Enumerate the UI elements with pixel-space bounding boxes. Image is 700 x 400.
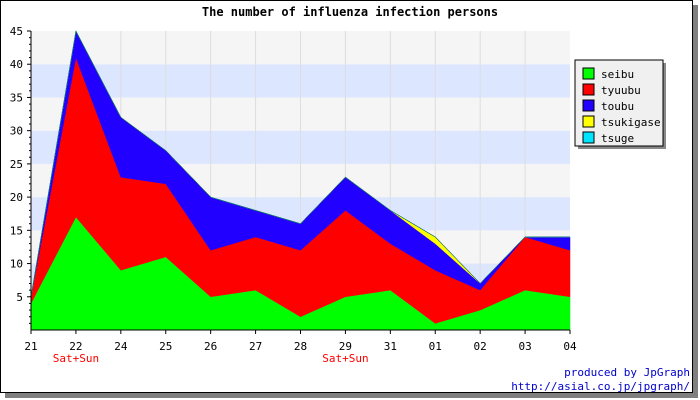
legend-label-toubu: toubu [601,100,634,113]
plot-areas [30,30,571,331]
legend-swatch-seibu [582,67,595,80]
y-tick-label: 10 [10,258,23,271]
x-tick-label: 28 [294,340,307,353]
x-tick-label: 03 [518,340,531,353]
legend-swatch-tyuubu [582,83,595,96]
x-tick-label: 02 [474,340,487,353]
y-tick-label: 15 [10,224,23,237]
legend-label-tsukigase: tsukigase [601,116,661,129]
x-tick-label: 31 [384,340,397,353]
x-tick-label: 01 [429,340,442,353]
x-tick-label: 27 [249,340,262,353]
y-tick-label: 20 [10,191,23,204]
credit-line-2: http://asial.co.jp/jpgraph/ [511,380,690,393]
y-tick-label: 5 [16,291,23,304]
chart-title: The number of influenza infection person… [202,5,498,19]
x-tick-label: 22 [69,340,82,353]
x-tick-label: 26 [204,340,217,353]
legend-swatch-tsukigase [582,115,595,128]
y-tick-label: 25 [10,158,23,171]
legend-swatch-tsuge [582,131,595,144]
x-sub-label: Sat+Sun [322,352,368,365]
legend-label-tsuge: tsuge [601,132,634,145]
y-tick-label: 35 [10,91,23,104]
x-tick-label: 29 [339,340,352,353]
y-tick-label: 40 [10,58,23,71]
x-tick-label: 24 [114,340,128,353]
x-sub-label: Sat+Sun [53,352,99,365]
legend: seibu tyuubu toubu tsukigase tsuge [574,59,666,149]
legend-swatch-toubu [582,99,595,112]
total-outline [30,30,570,297]
credit-line-1: produced by JpGraph [564,366,690,379]
x-tick-label: 25 [159,340,172,353]
x-tick-label: 04 [563,340,577,353]
y-tick-label: 30 [10,125,23,138]
legend-label-tyuubu: tyuubu [601,84,641,97]
y-tick-label: 45 [10,25,23,38]
x-tick-label: 21 [24,340,37,353]
legend-label-seibu: seibu [601,68,634,81]
